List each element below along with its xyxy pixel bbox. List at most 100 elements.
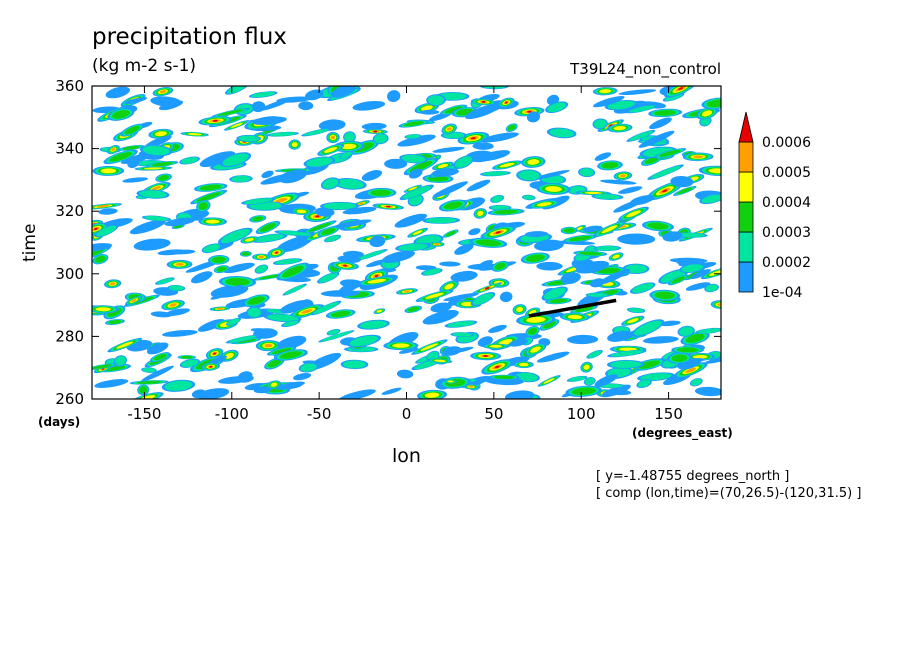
precip-contour bbox=[96, 205, 110, 208]
precip-cell bbox=[670, 175, 694, 188]
precip-cell bbox=[240, 375, 254, 383]
precip-contour bbox=[632, 283, 654, 293]
precip-cell bbox=[252, 116, 287, 125]
precip-contour bbox=[701, 110, 713, 117]
precip-contour bbox=[708, 168, 721, 174]
precip-cell bbox=[343, 131, 356, 143]
precip-contour bbox=[527, 327, 538, 335]
precip-contour bbox=[574, 306, 594, 312]
precip-contour bbox=[644, 156, 659, 165]
precip-contour bbox=[483, 354, 488, 358]
x-tick-label: 150 bbox=[654, 405, 683, 423]
precip-contour bbox=[275, 251, 278, 254]
precip-contour bbox=[432, 181, 468, 198]
precip-contour bbox=[250, 328, 271, 333]
precip-contour bbox=[199, 151, 236, 168]
precip-contour bbox=[654, 110, 677, 116]
precip-cell bbox=[282, 283, 307, 296]
precip-contour bbox=[694, 386, 721, 397]
precip-cell bbox=[213, 265, 230, 274]
precip-contour bbox=[181, 157, 199, 164]
precip-contour bbox=[494, 262, 507, 270]
precip-contour bbox=[685, 333, 705, 343]
precip-cell bbox=[404, 305, 423, 313]
precip-cell bbox=[492, 160, 523, 170]
precip-cell bbox=[689, 378, 703, 387]
precip-cell bbox=[565, 385, 602, 397]
precip-cell bbox=[599, 179, 637, 185]
precip-contour bbox=[568, 376, 586, 382]
precip-cell bbox=[403, 184, 422, 193]
precip-contour bbox=[187, 133, 202, 136]
precip-cell bbox=[617, 233, 656, 245]
y-axis-label: time bbox=[20, 223, 40, 262]
precip-contour bbox=[505, 101, 508, 104]
precip-contour bbox=[361, 170, 383, 181]
precip-cell bbox=[671, 346, 704, 354]
precip-contour bbox=[274, 197, 288, 203]
precip-cell bbox=[250, 328, 271, 333]
precip-cell bbox=[607, 330, 633, 342]
precip-cell bbox=[704, 283, 719, 293]
precip-contour bbox=[158, 175, 170, 181]
precip-contour bbox=[583, 364, 590, 370]
precip-contour bbox=[223, 262, 255, 274]
precip-contour bbox=[124, 125, 141, 135]
precip-contour bbox=[454, 243, 474, 255]
precip-contour bbox=[344, 132, 355, 142]
precip-cell bbox=[266, 380, 282, 389]
precip-contour bbox=[339, 279, 364, 288]
precip-cell bbox=[94, 379, 129, 388]
precip-contour bbox=[425, 292, 444, 299]
colorbar-label: 0.0006 bbox=[762, 135, 811, 151]
precip-cell bbox=[208, 254, 230, 265]
precip-contour bbox=[524, 231, 548, 238]
precip-cell bbox=[201, 243, 222, 254]
precip-contour bbox=[450, 270, 478, 282]
precip-contour bbox=[599, 179, 637, 185]
precip-cell bbox=[361, 170, 383, 181]
precip-contour bbox=[679, 326, 694, 336]
precip-contour bbox=[454, 156, 473, 168]
precip-cell bbox=[472, 142, 494, 150]
precip-contour bbox=[308, 222, 331, 232]
precip-contour bbox=[495, 231, 501, 234]
precip-cell bbox=[333, 178, 367, 190]
precip-cell bbox=[560, 272, 581, 285]
precip-contour bbox=[442, 346, 462, 356]
precip-contour bbox=[432, 146, 465, 153]
precip-contour bbox=[168, 285, 184, 291]
precip-contour bbox=[255, 265, 268, 273]
precip-cell bbox=[274, 230, 315, 237]
precip-contour bbox=[427, 95, 445, 106]
precip-contour bbox=[589, 278, 605, 288]
precip-cell bbox=[398, 347, 419, 354]
precip-contour bbox=[701, 194, 721, 204]
precip-contour bbox=[692, 354, 708, 359]
precip-cell bbox=[373, 308, 386, 315]
precip-cell bbox=[276, 262, 310, 281]
precip-cell bbox=[658, 269, 689, 284]
precip-contour bbox=[342, 264, 348, 267]
y-axis-unit: (days) bbox=[38, 415, 81, 429]
precip-cell bbox=[667, 352, 692, 364]
precip-contour bbox=[94, 379, 129, 388]
precip-cell bbox=[253, 386, 272, 394]
precip-contour bbox=[617, 233, 656, 245]
precip-cell bbox=[226, 317, 241, 326]
precip-cell bbox=[107, 337, 143, 353]
precip-cell bbox=[208, 355, 227, 365]
precip-contour bbox=[150, 311, 173, 318]
precip-cell bbox=[649, 289, 680, 301]
precip-contour bbox=[231, 175, 251, 183]
precip-contour bbox=[151, 162, 173, 167]
precip-contour bbox=[191, 271, 213, 284]
precip-contour bbox=[629, 105, 656, 113]
precip-contour bbox=[518, 170, 540, 181]
precip-cell bbox=[372, 203, 404, 210]
precip-contour bbox=[681, 264, 703, 273]
precip-contour bbox=[662, 231, 683, 242]
precip-cell bbox=[196, 200, 211, 213]
colorbar-label: 0.0002 bbox=[762, 255, 811, 271]
precip-contour bbox=[567, 334, 599, 345]
